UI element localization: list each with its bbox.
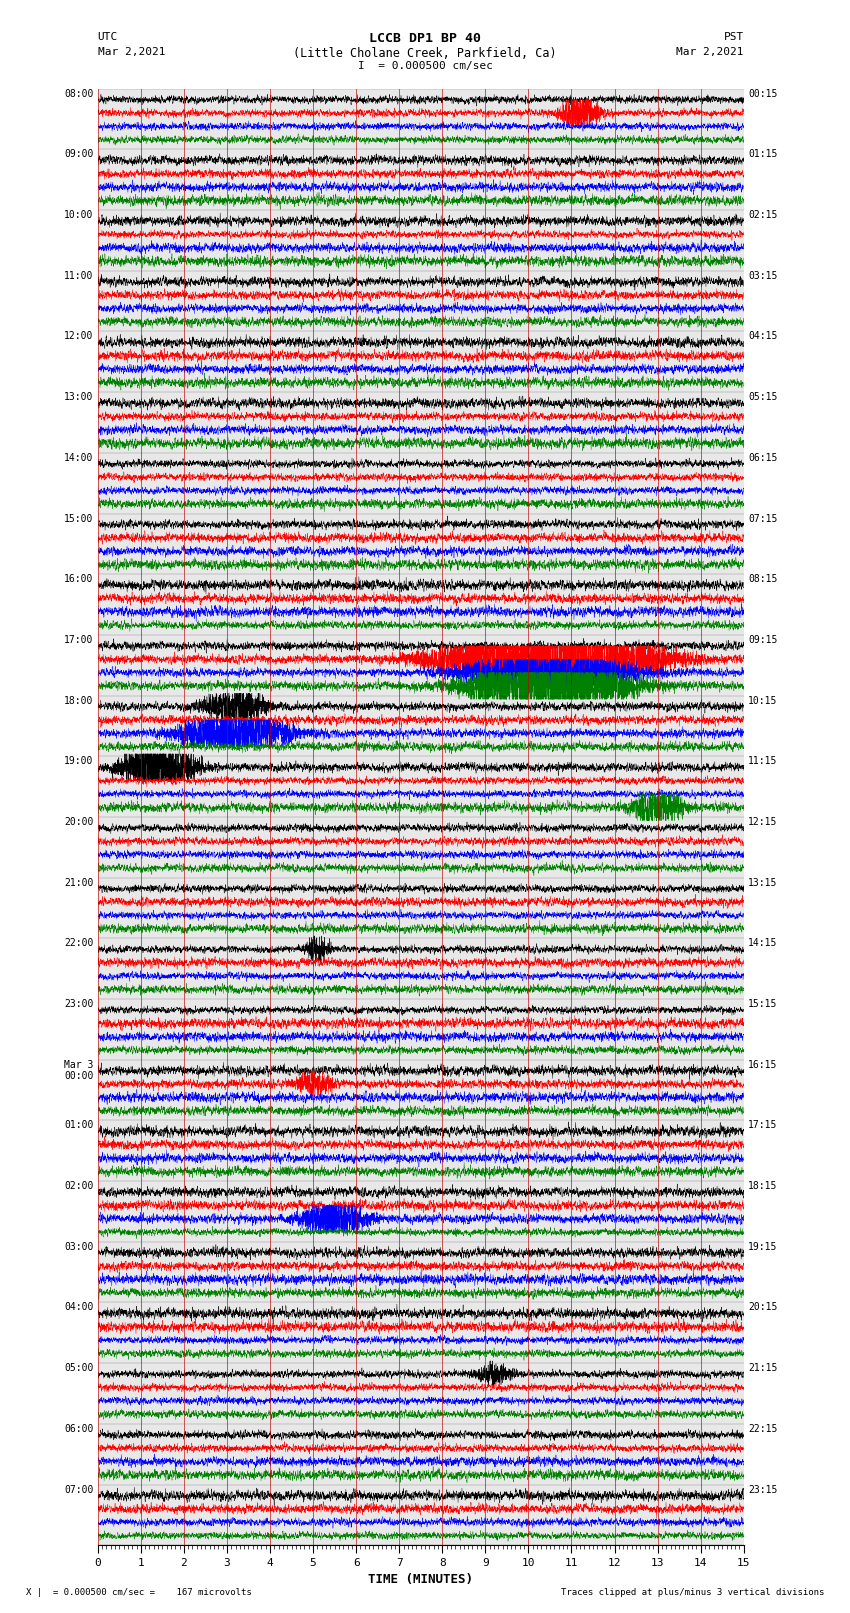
Text: 08:15: 08:15 [748,574,778,584]
Text: 06:15: 06:15 [748,453,778,463]
Text: 12:00: 12:00 [64,332,94,342]
Text: 01:15: 01:15 [748,150,778,160]
Text: 17:00: 17:00 [64,636,94,645]
Text: Traces clipped at plus/minus 3 vertical divisions: Traces clipped at plus/minus 3 vertical … [561,1587,824,1597]
Text: 23:15: 23:15 [748,1484,778,1495]
Text: 09:00: 09:00 [64,150,94,160]
Text: 06:00: 06:00 [64,1424,94,1434]
Text: X |  = 0.000500 cm/sec =    167 microvolts: X | = 0.000500 cm/sec = 167 microvolts [26,1587,252,1597]
Text: 16:15: 16:15 [748,1060,778,1069]
Text: 15:00: 15:00 [64,513,94,524]
Text: (Little Cholane Creek, Parkfield, Ca): (Little Cholane Creek, Parkfield, Ca) [293,47,557,60]
Text: 13:00: 13:00 [64,392,94,402]
Text: 10:00: 10:00 [64,210,94,219]
Text: I  = 0.000500 cm/sec: I = 0.000500 cm/sec [358,61,492,71]
Text: 14:15: 14:15 [748,939,778,948]
Text: 07:00: 07:00 [64,1484,94,1495]
X-axis label: TIME (MINUTES): TIME (MINUTES) [368,1573,473,1586]
Text: 09:15: 09:15 [748,636,778,645]
Text: 21:00: 21:00 [64,877,94,887]
Text: LCCB DP1 BP 40: LCCB DP1 BP 40 [369,32,481,45]
Text: 16:00: 16:00 [64,574,94,584]
Text: 05:00: 05:00 [64,1363,94,1373]
Text: 04:00: 04:00 [64,1303,94,1313]
Text: 00:15: 00:15 [748,89,778,98]
Text: Mar 3
00:00: Mar 3 00:00 [64,1060,94,1081]
Text: Mar 2,2021: Mar 2,2021 [677,47,744,56]
Text: 11:15: 11:15 [748,756,778,766]
Text: 18:00: 18:00 [64,695,94,705]
Text: 02:15: 02:15 [748,210,778,219]
Text: 08:00: 08:00 [64,89,94,98]
Text: 10:15: 10:15 [748,695,778,705]
Text: 23:00: 23:00 [64,998,94,1010]
Text: 21:15: 21:15 [748,1363,778,1373]
Text: 15:15: 15:15 [748,998,778,1010]
Text: 19:00: 19:00 [64,756,94,766]
Text: 22:00: 22:00 [64,939,94,948]
Text: 07:15: 07:15 [748,513,778,524]
Text: 20:00: 20:00 [64,818,94,827]
Text: 05:15: 05:15 [748,392,778,402]
Text: 02:00: 02:00 [64,1181,94,1190]
Text: 22:15: 22:15 [748,1424,778,1434]
Text: 20:15: 20:15 [748,1303,778,1313]
Text: 03:15: 03:15 [748,271,778,281]
Text: 13:15: 13:15 [748,877,778,887]
Text: 04:15: 04:15 [748,332,778,342]
Text: 03:00: 03:00 [64,1242,94,1252]
Text: PST: PST [723,32,744,42]
Text: 14:00: 14:00 [64,453,94,463]
Text: UTC: UTC [98,32,118,42]
Text: 17:15: 17:15 [748,1121,778,1131]
Text: 19:15: 19:15 [748,1242,778,1252]
Text: 18:15: 18:15 [748,1181,778,1190]
Text: Mar 2,2021: Mar 2,2021 [98,47,165,56]
Text: 01:00: 01:00 [64,1121,94,1131]
Text: 12:15: 12:15 [748,818,778,827]
Text: 11:00: 11:00 [64,271,94,281]
